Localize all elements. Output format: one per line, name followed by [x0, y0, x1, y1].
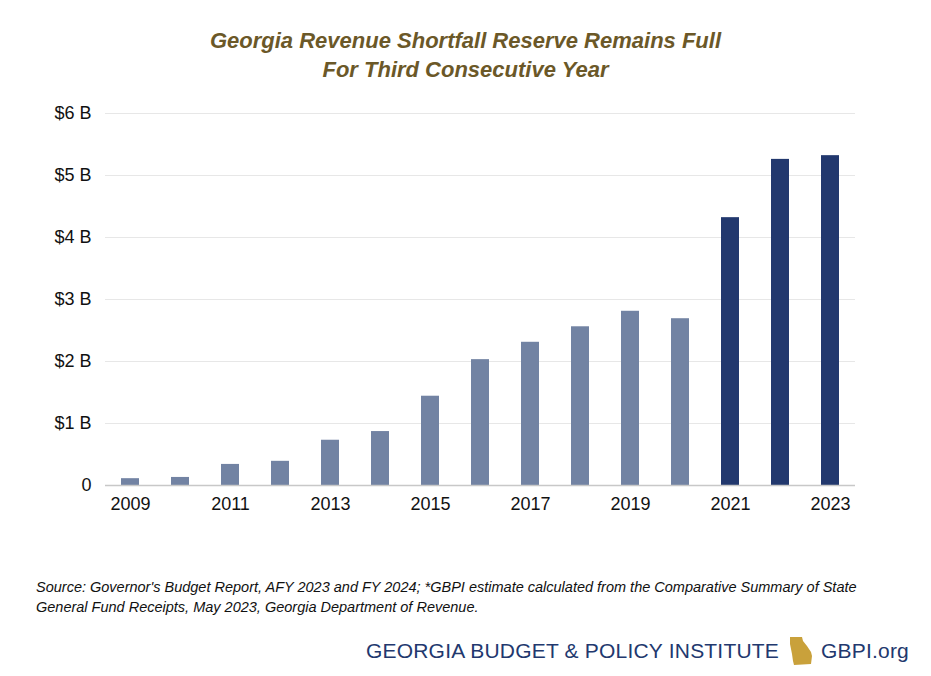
- svg-text:$4 B: $4 B: [54, 227, 91, 247]
- svg-text:$1 B: $1 B: [54, 413, 91, 433]
- svg-text:$2 B: $2 B: [54, 351, 91, 371]
- html-text:GEORGIA BUDGET & POLICY INSTIT: GEORGIA BUDGET & POLICY INSTITUTE: [366, 639, 779, 662]
- svg-text:$3 B: $3 B: [54, 289, 91, 309]
- svg-text:$6 B: $6 B: [54, 103, 91, 123]
- svg-text:2009: 2009: [110, 494, 150, 514]
- svg-text:2015: 2015: [410, 494, 450, 514]
- html-text:Georgia Revenue Shortfall Rese: Georgia Revenue Shortfall Reserve Remain…: [210, 28, 721, 82]
- svg-text:$5 B: $5 B: [54, 165, 91, 185]
- svg-text:0: 0: [81, 475, 91, 495]
- html-text:Source: Governor's Budget Repo: Source: Governor's Budget Report, AFY 20…: [36, 579, 857, 615]
- svg-text:2021: 2021: [710, 494, 750, 514]
- svg-text:2023: 2023: [810, 494, 850, 514]
- svg-text:2013: 2013: [310, 494, 350, 514]
- svg-text:2017: 2017: [510, 494, 550, 514]
- html-text:GBPI.org: GBPI.org: [821, 639, 909, 662]
- svg-text:2019: 2019: [610, 494, 650, 514]
- svg-text:2011: 2011: [211, 494, 250, 514]
